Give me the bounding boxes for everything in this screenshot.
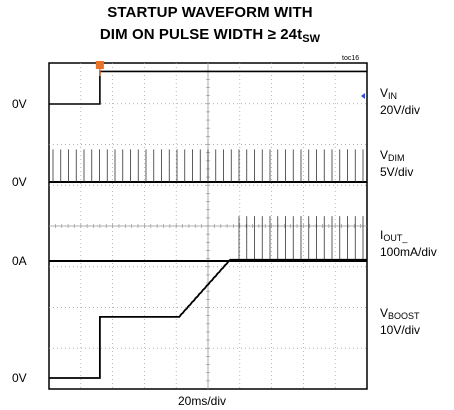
plot-traces [49,70,367,379]
trace-vboost [49,258,367,379]
channel-label-vdim: VDIM 5V/div [380,147,413,180]
vboost-name-sub: BOOST [388,311,420,321]
vin-name-main: V [380,86,389,100]
ref-label-iout: 0A [12,254,27,268]
x-axis-label: 20ms/div [178,394,227,408]
ref-label-vdim: 0V [12,175,27,189]
vboost-name-main: V [380,306,389,320]
vdim-name-sub: DIM [388,153,405,163]
channel-label-vin: VIN 20V/div [380,85,420,118]
plot-grid [49,63,367,389]
trace-vin [49,70,367,105]
vin-scale: 20V/div [380,103,421,117]
iout-name-main: I [380,228,384,242]
trigger-marker-icon [95,61,104,69]
ref-label-vboost: 0V [12,371,27,385]
plot-markers [95,61,365,99]
ref-label-vin: 0V [12,97,27,111]
figure-tag: toc16 [342,55,360,62]
vboost-scale: 10V/div [380,323,421,337]
channel-label-iout: IOUT_ 100mA/div [380,227,437,260]
iout-name-sub: OUT_ [383,233,408,243]
chart-title-main: DIM ON PULSE WIDTH ≥ 24t [99,26,303,43]
vdim-name-main: V [380,148,389,162]
vin-name-sub: IN [388,91,398,101]
chart-title-line1: STARTUP WAVEFORM WITH [107,4,313,21]
trigger-level-icon [361,93,365,99]
chart-title-line2: DIM ON PULSE WIDTH ≥ 24tSW [0,26,420,45]
channel-label-vboost: VBOOST 10V/div [380,305,420,338]
iout-scale: 100mA/div [380,245,437,259]
chart-title-sub: SW [302,33,321,45]
vdim-scale: 5V/div [380,165,414,179]
